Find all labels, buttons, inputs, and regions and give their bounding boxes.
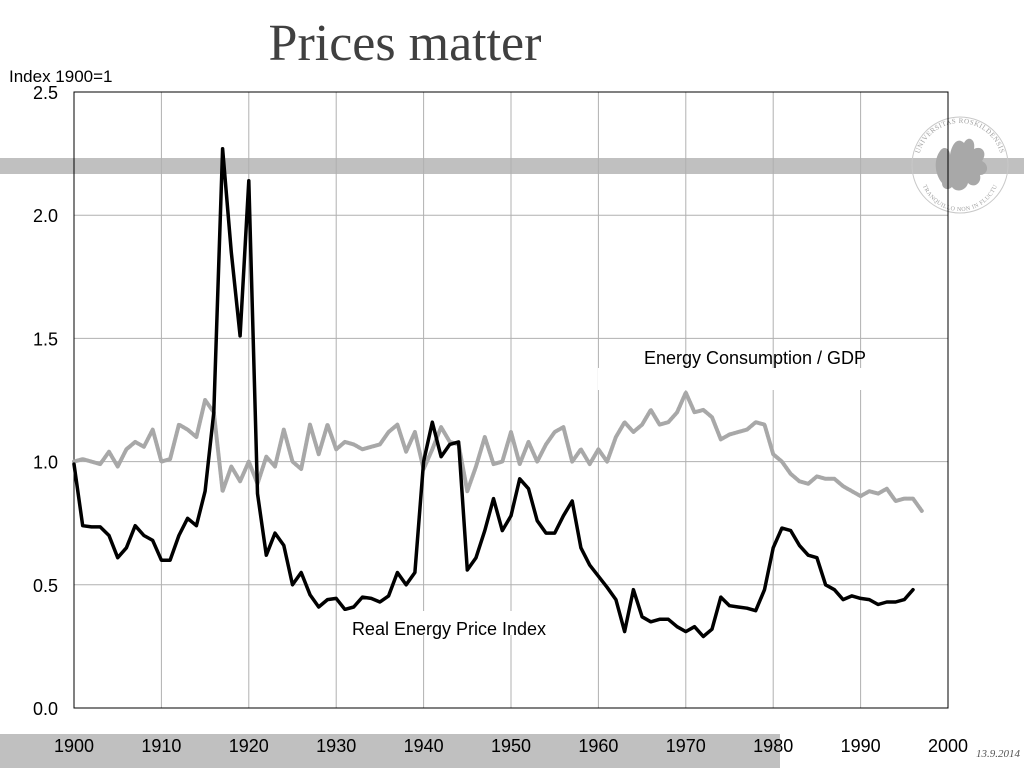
series-line-real-energy-price-index: [72, 146, 915, 639]
tick-labels: 1900 1910 1920 1930 1940 1950 1960 1970 1980 1990…: [33, 83, 968, 756]
y-tick-label: 2.5: [33, 83, 58, 103]
y-axis-label: Index 1900=1: [9, 67, 113, 86]
annotation-energy-consumption-gdp: Energy Consumption / GDP: [644, 348, 866, 368]
x-tick-label: 1980: [753, 736, 793, 756]
slide-title: Prices matter: [268, 15, 542, 72]
y-tick-label: 2.0: [33, 206, 58, 226]
university-seal-icon: UNIVERSITAS ROSKILDENSIS TRANQUILLO NON …: [911, 116, 1009, 214]
annotation-real-energy-price-index: Real Energy Price Index: [352, 619, 546, 639]
y-tick-label: 1.0: [33, 453, 58, 473]
series-layer: [72, 146, 924, 639]
x-tick-label: 1900: [54, 736, 94, 756]
annotation-background-price: [340, 611, 562, 635]
x-tick-label: 1950: [491, 736, 531, 756]
y-tick-label: 0.5: [33, 576, 58, 596]
x-tick-label: 1990: [841, 736, 881, 756]
y-tick-label: 0.0: [33, 699, 58, 719]
x-tick-label: 1970: [666, 736, 706, 756]
x-tick-label: 1910: [141, 736, 181, 756]
annotation-background-consumption: [598, 368, 898, 390]
x-tick-label: 2000: [928, 736, 968, 756]
slide-date: 13.9.2014: [976, 748, 1020, 760]
top-decorative-band: [0, 158, 1024, 174]
series-line-energy-consumption-gdp: [72, 390, 924, 513]
x-tick-label: 1960: [578, 736, 618, 756]
x-tick-label: 1940: [404, 736, 444, 756]
bottom-decorative-band: [0, 734, 780, 768]
x-tick-label: 1930: [316, 736, 356, 756]
y-tick-label: 1.5: [33, 329, 58, 349]
plot-area-frame: [73, 91, 949, 709]
x-tick-label: 1920: [229, 736, 269, 756]
